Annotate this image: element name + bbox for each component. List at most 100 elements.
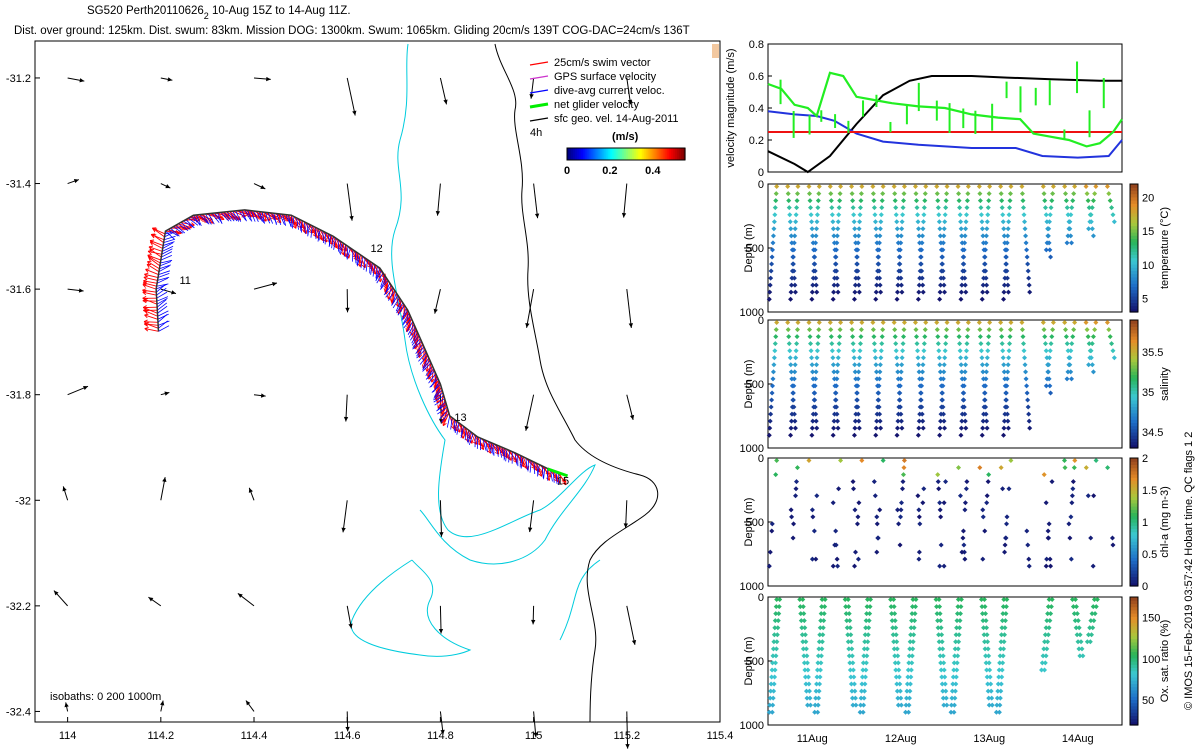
section-sample-point bbox=[1023, 369, 1029, 375]
section-sample-point bbox=[916, 369, 922, 375]
section-colorbar-cell bbox=[1130, 358, 1138, 363]
section-colorbar-cell bbox=[1130, 355, 1138, 359]
section-sample-point bbox=[1090, 563, 1096, 569]
section-sample-point bbox=[958, 355, 964, 361]
section-sample-point bbox=[879, 341, 885, 347]
section-sample-point bbox=[998, 320, 1004, 326]
section-sample-point bbox=[820, 625, 826, 631]
section-sample-point bbox=[815, 334, 821, 340]
section-sample-point bbox=[859, 674, 865, 680]
section-sample-point bbox=[809, 425, 815, 431]
swim-vector-head bbox=[142, 295, 147, 301]
section-sample-point bbox=[771, 355, 777, 361]
section-sample-point bbox=[1088, 535, 1094, 541]
section-sample-point bbox=[829, 205, 835, 211]
sfc-geo-arrow-head bbox=[79, 78, 85, 83]
section-colorbar-cell bbox=[1130, 361, 1138, 366]
swim-vector bbox=[544, 467, 550, 481]
section-colorbar-tick-label: 1.5 bbox=[1142, 485, 1157, 497]
section-sample-point bbox=[1065, 212, 1071, 218]
section-sample-point bbox=[821, 618, 827, 624]
section-colorbar-tick-label: 35.5 bbox=[1142, 347, 1163, 359]
section-sample-point bbox=[938, 275, 944, 281]
section-colorbar-cell bbox=[1130, 686, 1138, 691]
colorbar-tick-label: 0 bbox=[564, 165, 570, 177]
dac-vector bbox=[163, 235, 176, 241]
section-sample-point bbox=[793, 212, 799, 218]
section-colorbar-cell bbox=[1130, 718, 1138, 723]
dac-vector bbox=[433, 389, 443, 399]
section-sample-point bbox=[873, 425, 879, 431]
dac-vector bbox=[343, 244, 346, 257]
dac-vector bbox=[159, 264, 171, 270]
swim-vector-head bbox=[150, 233, 156, 238]
dac-vector bbox=[156, 287, 167, 296]
section-sample-point bbox=[895, 702, 901, 708]
section-sample-point bbox=[804, 660, 810, 666]
section-sample-point bbox=[986, 695, 992, 701]
section-sample-point bbox=[982, 254, 988, 260]
legend-swatch bbox=[529, 61, 549, 66]
swim-vector bbox=[428, 365, 433, 380]
section-sample-point bbox=[767, 695, 773, 701]
section-sample-point bbox=[979, 604, 985, 610]
section-sample-point bbox=[894, 296, 900, 302]
section-sample-point bbox=[1065, 369, 1071, 375]
section-sample-point bbox=[909, 660, 915, 666]
section-sample-point bbox=[918, 261, 924, 267]
section-sample-point bbox=[859, 688, 865, 694]
section-sample-point bbox=[817, 625, 823, 631]
section-sample-point bbox=[845, 597, 851, 603]
section-sample-point bbox=[889, 611, 895, 617]
section-sample-point bbox=[900, 348, 906, 354]
sfc-geo-arrow-head bbox=[524, 425, 529, 431]
section-sample-point bbox=[964, 334, 970, 340]
section-sample-point bbox=[794, 334, 800, 340]
section-colorbar-cell bbox=[1130, 329, 1138, 334]
section-sample-point bbox=[965, 184, 971, 190]
section-sample-point bbox=[809, 362, 815, 368]
section-colorbar-cell bbox=[1130, 352, 1138, 356]
legend-entry: sfc geo. vel. 14-Aug-2011 bbox=[554, 113, 679, 125]
section-sample-point bbox=[1111, 355, 1117, 361]
swim-vector bbox=[143, 280, 158, 284]
dac-vector bbox=[402, 315, 411, 326]
dac-vector bbox=[156, 291, 168, 299]
section-sample-point bbox=[803, 681, 809, 687]
section-sample-point bbox=[876, 240, 882, 246]
section-sample-point bbox=[799, 632, 805, 638]
section-sample-point bbox=[850, 667, 856, 673]
section-sample-point bbox=[893, 667, 899, 673]
section-colorbar-cell bbox=[1130, 512, 1138, 517]
section-sample-point bbox=[1080, 653, 1086, 659]
section-sample-point bbox=[913, 191, 919, 197]
dac-vector bbox=[317, 229, 321, 242]
section-sample-point bbox=[978, 348, 984, 354]
section-sample-point bbox=[876, 376, 882, 382]
section-sample-point bbox=[916, 233, 922, 239]
dac-vector bbox=[422, 357, 430, 369]
section-sample-point bbox=[898, 282, 904, 288]
section-sample-point bbox=[866, 618, 872, 624]
section-sample-point bbox=[898, 695, 904, 701]
section-sample-point bbox=[1002, 542, 1008, 548]
section-colorbar-cell bbox=[1130, 515, 1138, 520]
section-sample-point bbox=[838, 320, 844, 326]
section-colorbar-cell bbox=[1130, 699, 1138, 704]
section-sample-point bbox=[875, 397, 881, 403]
section-sample-point bbox=[985, 646, 991, 652]
section-sample-point bbox=[1048, 604, 1054, 610]
section-sample-point bbox=[1026, 563, 1032, 569]
section-sample-point bbox=[1002, 268, 1008, 274]
section-sample-point bbox=[850, 341, 856, 347]
section-sample-point bbox=[866, 625, 872, 631]
dac-vector bbox=[158, 270, 171, 275]
section-colorbar-cell bbox=[1130, 554, 1138, 558]
section-sample-point bbox=[774, 320, 780, 326]
section-sample-point bbox=[936, 219, 942, 225]
section-sample-point bbox=[1002, 632, 1008, 638]
section-sample-point bbox=[922, 334, 928, 340]
section-sample-point bbox=[910, 639, 916, 645]
section-colorbar-tick-label: 100 bbox=[1142, 654, 1160, 666]
colorbar-cell bbox=[667, 148, 670, 160]
